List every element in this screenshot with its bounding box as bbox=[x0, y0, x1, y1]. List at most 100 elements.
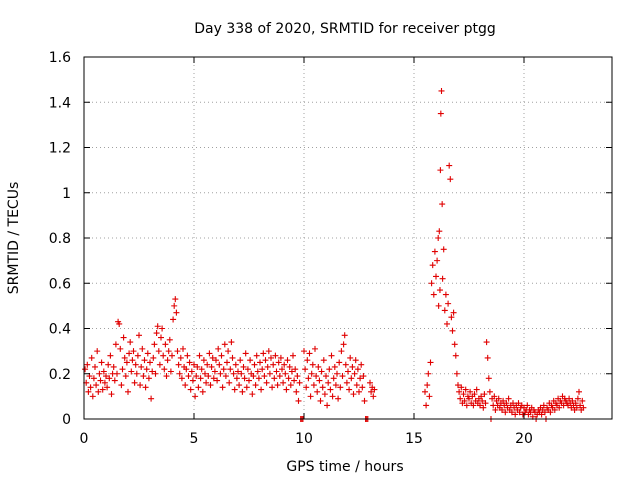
data-point bbox=[110, 363, 117, 370]
data-point bbox=[147, 359, 153, 366]
data-point bbox=[176, 370, 183, 377]
data-point bbox=[209, 354, 216, 361]
data-point bbox=[431, 248, 438, 255]
data-point bbox=[258, 386, 265, 393]
y-tick-label: 1 bbox=[62, 186, 71, 202]
data-point bbox=[450, 309, 457, 316]
data-point bbox=[257, 359, 263, 366]
data-point bbox=[341, 332, 348, 339]
data-point bbox=[101, 379, 108, 386]
data-point bbox=[334, 370, 340, 377]
data-point bbox=[325, 379, 332, 386]
data-point bbox=[119, 366, 126, 373]
data-point bbox=[328, 352, 335, 359]
data-point bbox=[219, 384, 226, 391]
data-point bbox=[574, 395, 581, 402]
data-point bbox=[439, 201, 446, 208]
data-point bbox=[95, 388, 102, 395]
data-point bbox=[580, 404, 587, 411]
data-point bbox=[458, 384, 465, 391]
data-point bbox=[149, 368, 156, 375]
data-point bbox=[180, 345, 186, 352]
data-point bbox=[93, 382, 100, 389]
data-point bbox=[339, 373, 346, 380]
data-point bbox=[111, 377, 118, 384]
data-point bbox=[84, 361, 91, 368]
data-point bbox=[158, 334, 164, 341]
data-point bbox=[273, 368, 280, 375]
data-point bbox=[114, 370, 120, 377]
data-point bbox=[345, 368, 351, 375]
data-point bbox=[141, 357, 148, 364]
data-point bbox=[264, 363, 271, 370]
data-point bbox=[495, 395, 502, 402]
data-point bbox=[440, 246, 447, 253]
data-point bbox=[172, 296, 179, 303]
data-point bbox=[441, 307, 448, 314]
data-point bbox=[569, 397, 576, 404]
data-point bbox=[547, 409, 554, 416]
data-point bbox=[85, 388, 92, 395]
data-point bbox=[451, 341, 458, 348]
data-point bbox=[313, 373, 320, 380]
data-point bbox=[105, 361, 112, 368]
data-point bbox=[224, 359, 230, 366]
data-point bbox=[284, 357, 291, 364]
data-point bbox=[269, 384, 276, 391]
data-point bbox=[305, 375, 312, 382]
data-point bbox=[358, 361, 365, 368]
data-point bbox=[120, 334, 127, 341]
data-point bbox=[424, 382, 431, 389]
data-point bbox=[249, 391, 256, 398]
data-point bbox=[438, 87, 445, 94]
data-point bbox=[304, 357, 311, 364]
data-point bbox=[104, 384, 111, 391]
data-point bbox=[200, 357, 207, 364]
data-point bbox=[329, 393, 336, 400]
data-point bbox=[301, 348, 307, 355]
data-point bbox=[131, 379, 138, 386]
data-point bbox=[287, 382, 294, 389]
data-point bbox=[229, 354, 236, 361]
data-point bbox=[126, 350, 133, 357]
data-point bbox=[182, 382, 189, 389]
data-point bbox=[145, 375, 152, 382]
data-point bbox=[470, 402, 477, 409]
data-point bbox=[250, 373, 257, 380]
data-point bbox=[89, 393, 96, 400]
data-point bbox=[216, 361, 223, 368]
data-point bbox=[444, 320, 450, 327]
data-point bbox=[241, 375, 248, 382]
data-point bbox=[572, 400, 579, 407]
data-point bbox=[178, 375, 185, 382]
data-point bbox=[244, 366, 251, 373]
data-point bbox=[108, 391, 115, 398]
data-point bbox=[210, 375, 217, 382]
data-point bbox=[425, 370, 432, 377]
data-point bbox=[137, 382, 144, 389]
data-point bbox=[202, 370, 208, 377]
data-point bbox=[116, 320, 123, 327]
data-point bbox=[214, 377, 221, 384]
data-point bbox=[82, 366, 89, 373]
data-point bbox=[228, 339, 235, 346]
data-point bbox=[199, 388, 206, 395]
data-point bbox=[276, 373, 283, 380]
data-point bbox=[516, 409, 523, 416]
data-point bbox=[309, 361, 316, 368]
data-point bbox=[484, 354, 491, 361]
data-point bbox=[281, 361, 288, 368]
data-point bbox=[255, 375, 262, 382]
data-point bbox=[357, 375, 364, 382]
data-point bbox=[240, 363, 247, 370]
data-point bbox=[429, 262, 436, 269]
x-tick-label: 0 bbox=[80, 431, 89, 447]
data-point bbox=[480, 404, 487, 411]
data-point bbox=[260, 350, 267, 357]
data-point bbox=[132, 361, 139, 368]
data-point bbox=[122, 373, 129, 380]
data-point bbox=[428, 280, 435, 287]
data-point bbox=[343, 379, 350, 386]
data-point bbox=[479, 397, 486, 404]
data-point bbox=[236, 382, 243, 389]
